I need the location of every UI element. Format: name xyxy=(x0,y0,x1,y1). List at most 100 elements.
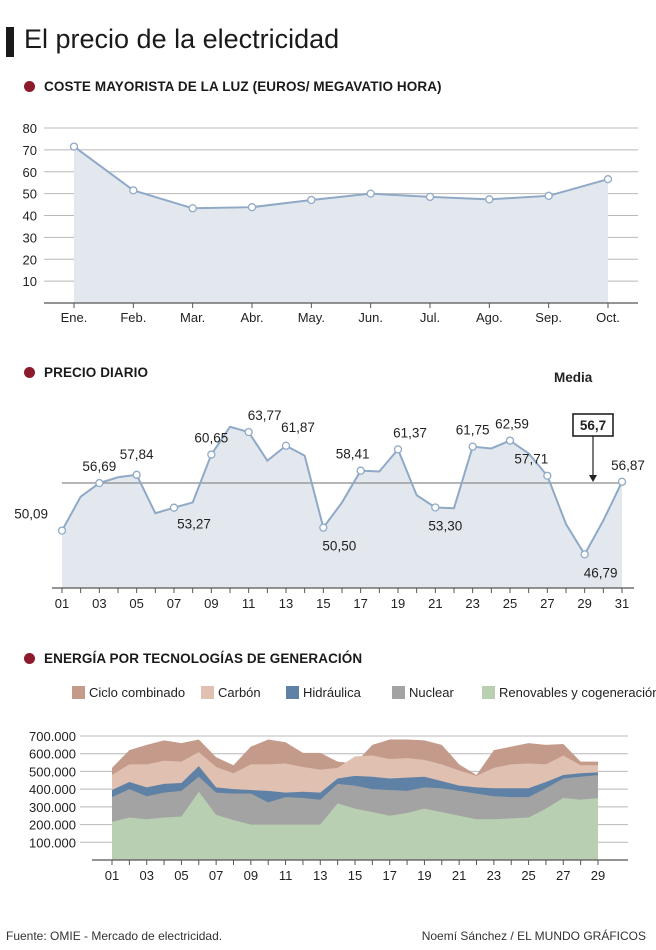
x-tick-label: 11 xyxy=(279,868,293,883)
y-tick-label: 300.000 xyxy=(29,800,76,815)
data-point xyxy=(431,503,440,512)
legend-swatch xyxy=(482,686,495,699)
data-label: 61,87 xyxy=(281,420,315,435)
x-tick-label: Mar. xyxy=(180,310,205,325)
section-monthly-title: COSTE MAYORISTA DE LA LUZ (EUROS/ MEGAVA… xyxy=(44,79,442,94)
y-tick-label: 600.000 xyxy=(29,747,76,762)
data-point xyxy=(356,466,365,475)
legend-label: Carbón xyxy=(218,685,261,700)
data-point xyxy=(281,441,291,450)
legend-label: Hidráulica xyxy=(303,685,362,700)
data-point xyxy=(188,204,197,213)
source-note: Fuente: OMIE - Mercado de electricidad. xyxy=(6,929,223,943)
y-tick-label: 700.000 xyxy=(29,729,76,744)
x-tick-label: 07 xyxy=(209,868,223,883)
data-label: 56,87 xyxy=(611,458,645,473)
data-point xyxy=(132,470,141,479)
y-tick-label: 60 xyxy=(23,165,37,180)
x-tick-label: 31 xyxy=(615,596,629,611)
section-daily-header: PRECIO DIARIO xyxy=(24,365,148,380)
y-tick-label: 50 xyxy=(23,187,37,202)
x-tick-label: 25 xyxy=(503,596,517,611)
x-tick-label: 21 xyxy=(452,868,466,883)
data-point xyxy=(425,192,435,202)
area-fill xyxy=(62,426,622,588)
y-tick-label: 30 xyxy=(23,230,37,245)
legend-label: Renovables y cogeneración xyxy=(499,685,656,700)
daily-price-chart: Media 01 03 05 07 09 11 13 15 17 19 21 23 25 27 29 31 50,… xyxy=(14,370,645,611)
x-tick-label: Ago. xyxy=(476,310,503,325)
section-energy-title: ENERGÍA POR TECNOLOGÍAS DE GENERACIÓN xyxy=(44,651,363,666)
x-tick-label: 15 xyxy=(316,596,330,611)
data-label: 57,84 xyxy=(120,447,154,462)
y-tick-label: 80 xyxy=(23,121,37,136)
x-tick-label: 01 xyxy=(55,596,69,611)
y-tick-label: 70 xyxy=(23,143,37,158)
x-tick-label: 29 xyxy=(577,596,591,611)
x-tick-label: 27 xyxy=(556,868,570,883)
y-tick-label: 20 xyxy=(23,252,37,267)
series-line xyxy=(61,425,623,557)
x-tick-label: 13 xyxy=(279,596,293,611)
y-tick-label: 200.000 xyxy=(29,818,76,833)
legend-swatch xyxy=(72,686,85,699)
mean-title: Media xyxy=(554,370,593,385)
x-tick-label: Jul. xyxy=(420,310,440,325)
x-tick-label: Feb. xyxy=(120,310,146,325)
x-tick-label: Sep. xyxy=(535,310,562,325)
x-tick-label: 09 xyxy=(244,868,258,883)
data-label: 50,09 xyxy=(14,507,48,522)
data-point xyxy=(169,503,179,512)
area-renovables xyxy=(112,791,598,860)
y-tick-label: 10 xyxy=(23,274,37,289)
legend-label: Nuclear xyxy=(409,685,454,700)
section-daily-title: PRECIO DIARIO xyxy=(44,365,149,380)
data-label: 58,41 xyxy=(336,447,370,462)
x-tick-label: 03 xyxy=(139,868,153,883)
x-tick-label: 29 xyxy=(591,868,605,883)
data-label: 62,59 xyxy=(495,417,529,432)
data-point xyxy=(393,445,403,454)
x-tick-label: 01 xyxy=(105,868,119,883)
data-label: 56,69 xyxy=(82,459,116,474)
legend-label: Ciclo combinado xyxy=(89,685,185,700)
data-point xyxy=(207,450,216,459)
monthly-price-chart: 10 20 30 40 50 60 70 80 Ene. Feb. Mar. Abr. May. Jun.… xyxy=(23,121,638,325)
section-monthly-header: COSTE MAYORISTA DE LA LUZ (EUROS/ MEGAVA… xyxy=(24,79,442,94)
x-tick-label: Ene. xyxy=(61,310,88,325)
data-label: 57,71 xyxy=(514,452,548,467)
credit-note: Noemí Sánchez / EL MUNDO GRÁFICOS xyxy=(421,929,646,943)
y-tick-label: 400.000 xyxy=(29,782,76,797)
data-label: 60,65 xyxy=(194,431,228,446)
x-tick-label: Abr. xyxy=(240,310,263,325)
x-tick-label: 19 xyxy=(391,596,405,611)
data-label: 46,79 xyxy=(584,565,618,580)
energy-generation-chart: Ciclo combinado Carbón Hidráulica Nuclear Re… xyxy=(29,685,656,883)
data-point xyxy=(603,175,613,184)
data-point xyxy=(129,186,138,195)
data-point xyxy=(468,442,477,451)
series-line xyxy=(73,145,609,210)
data-point xyxy=(244,427,253,437)
x-tick-label: 13 xyxy=(313,868,327,883)
mean-arrow-head xyxy=(589,475,597,482)
data-point xyxy=(544,191,553,200)
y-tick-label: 500.000 xyxy=(29,764,76,779)
data-point xyxy=(580,550,589,559)
data-point xyxy=(247,203,257,212)
y-tick-label: 40 xyxy=(23,209,37,224)
legend-swatch xyxy=(392,686,405,699)
bullet-icon xyxy=(24,81,35,92)
data-point xyxy=(505,436,515,445)
x-tick-label: 19 xyxy=(417,868,431,883)
area-fill xyxy=(74,146,608,303)
x-tick-label: 23 xyxy=(465,596,479,611)
mean-value-label: 56,7 xyxy=(580,418,606,433)
data-label: 50,50 xyxy=(322,539,356,554)
data-point xyxy=(307,195,316,205)
bullet-icon xyxy=(24,367,35,378)
x-tick-label: 21 xyxy=(428,596,442,611)
data-label: 53,30 xyxy=(428,518,462,533)
data-point xyxy=(57,526,67,535)
x-tick-label: 05 xyxy=(174,868,188,883)
